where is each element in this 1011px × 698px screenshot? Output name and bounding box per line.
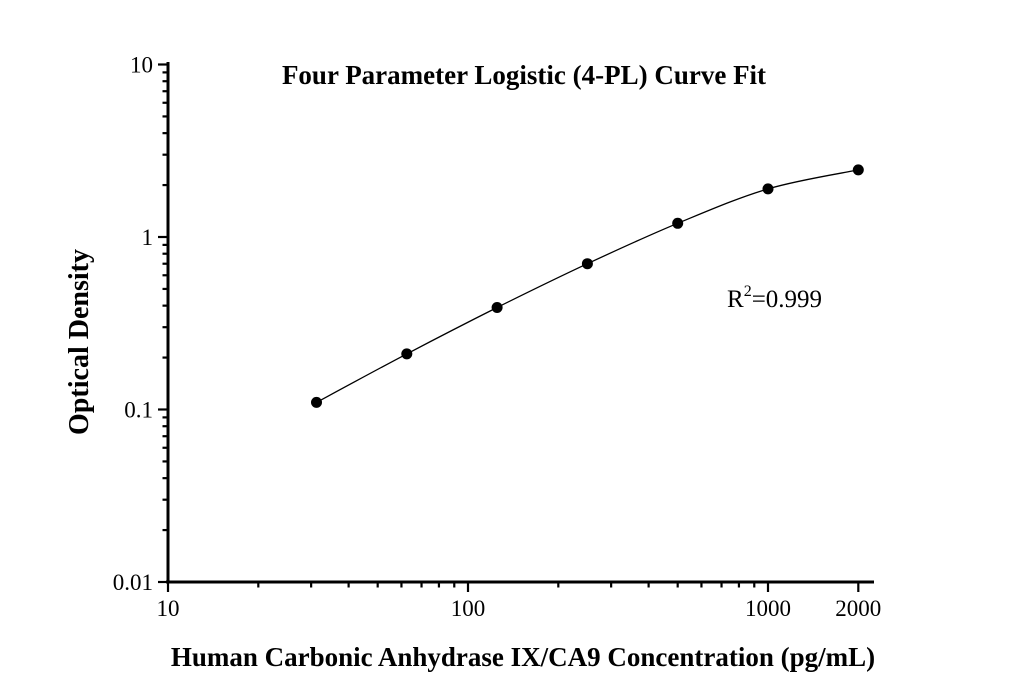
axes <box>166 62 874 584</box>
y-tick-label: 1 <box>142 225 154 250</box>
chart-title: Four Parameter Logistic (4-PL) Curve Fit <box>282 60 766 90</box>
r-squared-annotation: R2=0.999 <box>727 283 822 313</box>
data-point <box>762 183 774 195</box>
x-tick-label: 100 <box>451 596 486 621</box>
plot-series <box>311 164 864 408</box>
data-point <box>852 164 864 176</box>
data-point <box>311 396 322 408</box>
data-point <box>491 302 503 313</box>
y-tick-label: 10 <box>130 53 153 78</box>
x-tick-label: 1000 <box>745 596 791 621</box>
data-point <box>401 348 413 360</box>
axis-ticks <box>158 63 860 592</box>
tick-labels: 10 100 1000 2000 10 1 0.1 0.01 <box>113 53 882 622</box>
y-axis-label: Optical Density <box>64 249 95 435</box>
y-tick-label: 0.1 <box>124 398 153 423</box>
y-tick-label: 0.01 <box>113 570 153 595</box>
data-point <box>581 258 593 270</box>
x-axis-label: Human Carbonic Anhydrase IX/CA9 Concentr… <box>171 642 875 672</box>
data-point <box>672 217 684 229</box>
x-tick-label: 10 <box>157 596 180 621</box>
x-tick-label: 2000 <box>835 596 881 621</box>
